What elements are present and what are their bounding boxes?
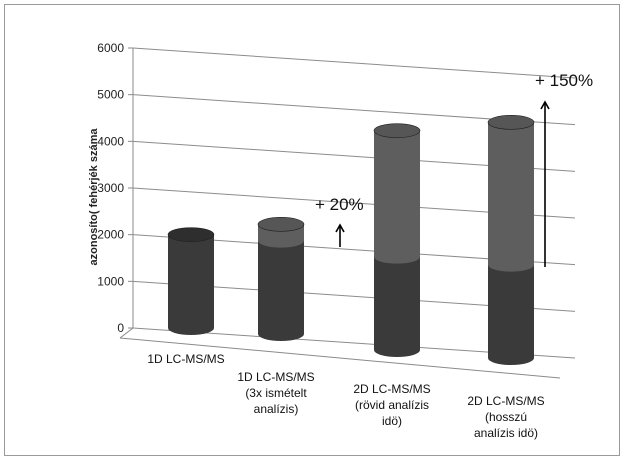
y-axis-label: azonosíto( fehérjék száma [88,128,100,266]
bar-segment-base [168,234,214,335]
y-tick-label: 3000 [97,181,124,195]
arrow-up-150-percent [540,100,550,267]
bar-segment-base [374,256,420,357]
category-label: 2D LC-MS/MS (hosszú analízis idö) [467,394,544,440]
annotations: + 20% + 150% [315,71,593,267]
gridline [132,47,576,79]
y-tick-label: 0 [117,321,124,335]
bar-segment-base [488,264,534,365]
bar-2 [257,217,305,341]
annotation-150-percent: + 150% [535,71,593,90]
bar-3 [373,123,421,357]
bar-1 [167,227,215,335]
bar-segment-increase [374,130,420,264]
chart-frame: 0 1000 2000 3000 4000 5000 6000 1D LC-MS/MS 1D … [4,4,620,456]
y-tick-labels: 0 1000 2000 3000 4000 5000 6000 [97,41,124,335]
annotation-20-percent: + 20% [315,195,364,214]
bar-top-cap [167,227,215,242]
category-label: 2D LC-MS/MS (rövid analízis idö) [353,382,430,428]
bar-segment-increase [488,122,534,272]
bar-top-cap [257,217,305,232]
y-tick-label: 5000 [97,88,124,102]
bar-top-cap [487,115,535,130]
floor-edge-front [119,337,561,379]
y-tick-label: 2000 [97,228,124,242]
bars [167,115,535,365]
bar-segment-base [258,240,304,341]
category-label: 1D LC-MS/MS (3x ismételt analízis) [237,370,314,416]
arrow-up-20-percent [335,223,345,247]
bar-4 [487,115,535,365]
y-tick-label: 4000 [97,134,124,148]
category-label: 1D LC-MS/MS [147,352,224,366]
y-tick-label: 1000 [97,274,124,288]
bar-top-cap [373,123,421,138]
category-labels: 1D LC-MS/MS 1D LC-MS/MS (3x ismételt analíz… [147,352,544,440]
y-tick-label: 6000 [97,41,124,55]
floor-edge-left [119,327,134,339]
